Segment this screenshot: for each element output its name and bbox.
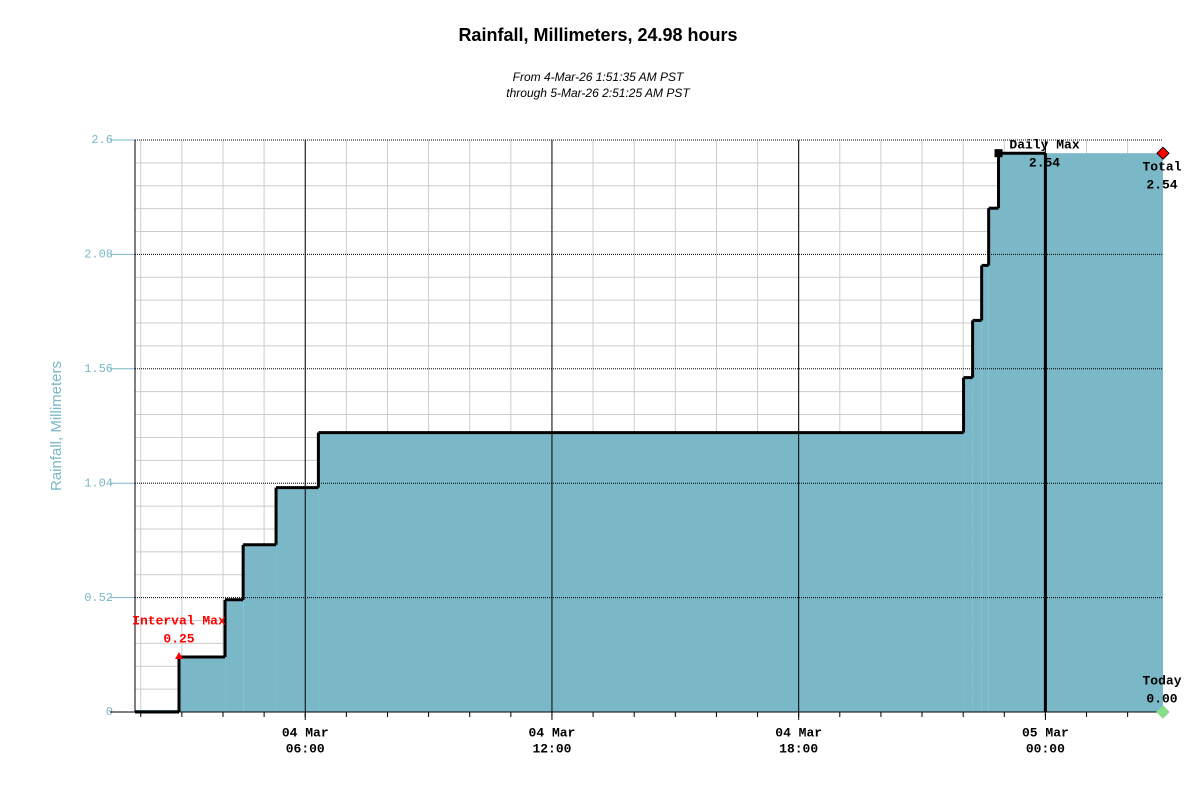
annotation-label: Daily Max [1009,138,1079,153]
annotation-value: 0.00 [1146,691,1177,706]
y-tick-label: 2.08 [84,248,113,262]
annotation-value: 2.54 [1029,156,1060,171]
y-tick-label: 0 [106,705,113,719]
area-step [988,208,999,712]
area-step [981,265,989,712]
y-tick-label: 2.6 [91,133,113,147]
annotation-label: Interval Max [132,613,226,628]
x-tick-label: 18:00 [779,741,818,756]
subtitle: through 5-Mar-26 2:51:25 AM PST [506,86,691,100]
annotation-value: 0.25 [163,631,194,646]
x-tick-label: 05 Mar [1022,725,1069,740]
x-tick-label: 04 Mar [529,725,576,740]
annotation-value: 2.54 [1146,178,1177,193]
y-axis-label: Rainfall, Millimeters [48,361,65,491]
annotation-marker [1156,705,1170,719]
annotation-label: Total [1142,160,1181,175]
area-step [178,657,226,712]
area-step [963,377,973,712]
annotation-marker [174,652,183,659]
area-step [243,544,277,712]
area-step [225,599,244,712]
area-step [318,432,964,712]
y-tick-label: 1.04 [84,476,113,490]
annotation-marker [1156,146,1170,160]
x-tick-label: 06:00 [286,741,325,756]
area-step [972,320,982,712]
subtitle: From 4-Mar-26 1:51:35 AM PST [513,70,685,84]
area-step [998,153,1163,712]
y-tick-label: 0.52 [84,591,113,605]
chart-title: Rainfall, Millimeters, 24.98 hours [458,25,737,45]
x-tick-label: 00:00 [1026,741,1065,756]
x-tick-label: 04 Mar [775,725,822,740]
annotation-label: Today [1142,673,1181,688]
y-tick-label: 1.56 [84,362,113,376]
area-step [276,487,319,712]
x-tick-label: 12:00 [532,741,571,756]
x-tick-label: 04 Mar [282,725,329,740]
annotation-marker [994,149,1003,158]
